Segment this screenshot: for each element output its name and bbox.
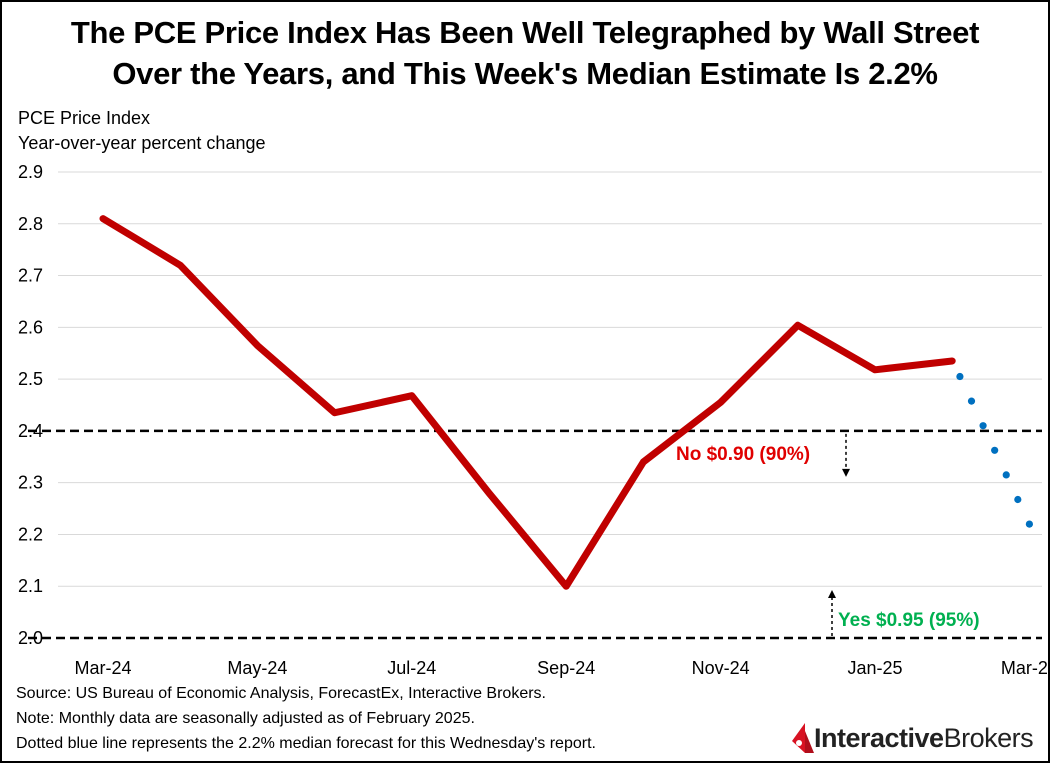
- y-axis-label-line2: Year-over-year percent change: [18, 133, 266, 153]
- x-tick-label: Sep-24: [537, 658, 595, 678]
- y-tick-label: 2.3: [18, 473, 43, 493]
- y-tick-label: 2.8: [18, 214, 43, 234]
- logo-mark-icon: [792, 723, 814, 753]
- x-tick-label: Jul-24: [387, 658, 436, 678]
- y-tick-label: 2.2: [18, 524, 43, 544]
- forecast-dot: [991, 446, 999, 454]
- yes-arrow-head: [828, 590, 836, 598]
- y-tick-label: 2.7: [18, 266, 43, 286]
- annotation-yes: Yes $0.95 (95%): [838, 610, 980, 631]
- x-tick-label: May-24: [227, 658, 287, 678]
- logo-text-brokers: Brokers: [943, 722, 1034, 753]
- forecast-dot: [967, 397, 976, 405]
- annotation-no: No $0.90 (90%): [676, 444, 810, 465]
- y-tick-label: 2.1: [18, 576, 43, 596]
- forecast-dot: [979, 422, 987, 430]
- y-axis-label-line1: PCE Price Index: [18, 108, 151, 128]
- y-tick-label: 2.6: [18, 317, 43, 337]
- forecast-dot: [956, 372, 964, 381]
- y-tick-label: 2.5: [18, 369, 43, 389]
- forecast-dot: [1014, 495, 1022, 504]
- logo-text-interactive: Interactive: [814, 722, 944, 753]
- chart-title-line2: Over the Years, and This Week's Median E…: [112, 56, 938, 91]
- footnote-note: Note: Monthly data are seasonally adjust…: [16, 710, 475, 727]
- footnote-dotted: Dotted blue line represents the 2.2% med…: [16, 735, 596, 752]
- no-arrow-head: [842, 468, 850, 477]
- footnote-source: Source: US Bureau of Economic Analysis, …: [16, 685, 546, 702]
- x-tick-label: Nov-24: [692, 658, 750, 678]
- chart-title: The PCE Price Index Has Been Well Telegr…: [0, 12, 1050, 94]
- forecast-dot: [1025, 520, 1033, 528]
- y-tick-label: 2.9: [18, 162, 43, 182]
- series-actual-line: [99, 215, 956, 590]
- forecast-dot: [1002, 471, 1010, 479]
- x-tick-label: Mar-25: [1001, 658, 1050, 678]
- interactive-brokers-logo: Interactive Brokers: [792, 718, 1034, 758]
- x-tick-label: Mar-24: [74, 658, 131, 678]
- x-tick-label: Jan-25: [847, 658, 902, 678]
- chart-title-line1: The PCE Price Index Has Been Well Telegr…: [70, 15, 980, 50]
